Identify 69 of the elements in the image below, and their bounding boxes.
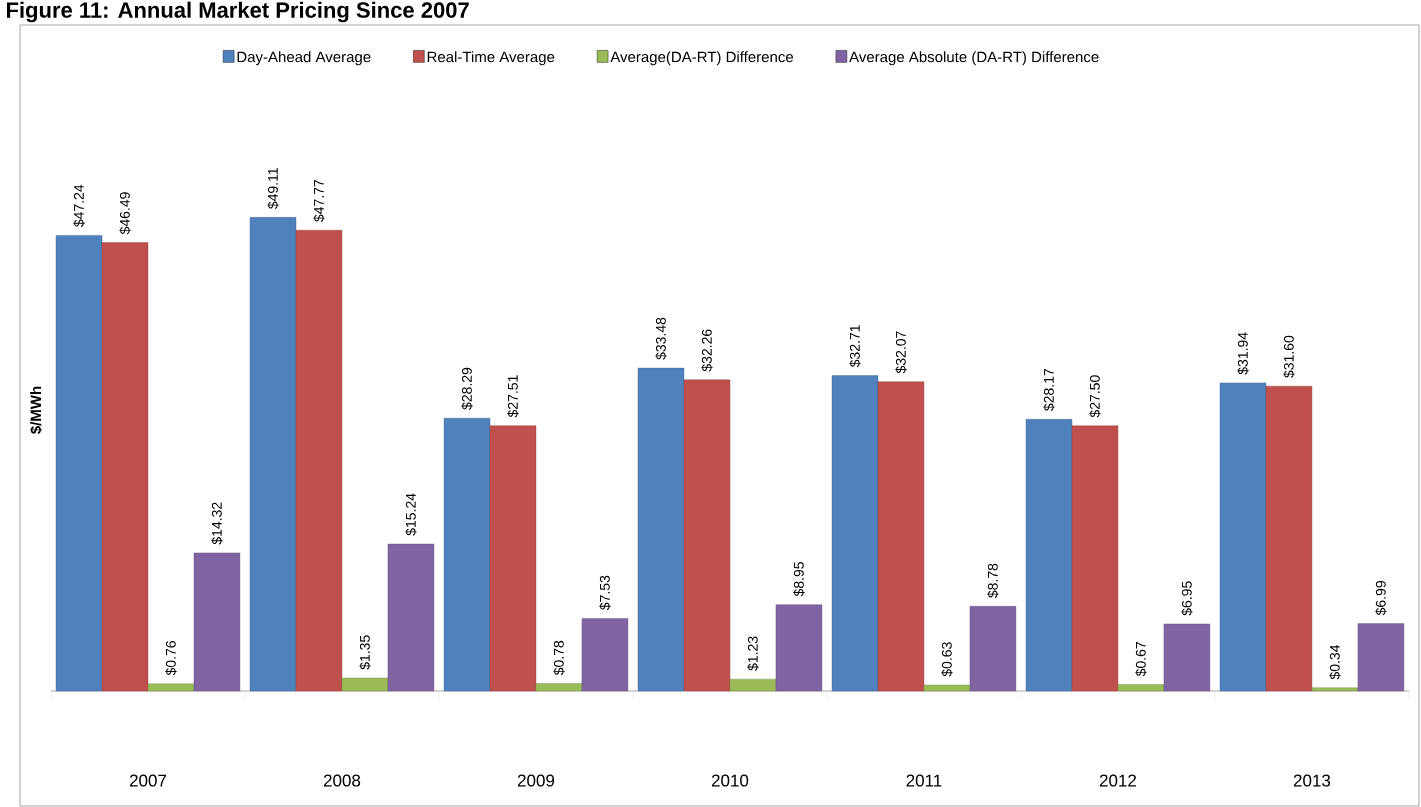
data-label: $46.49: [119, 192, 131, 235]
bar: [1219, 382, 1267, 692]
bar: [443, 417, 491, 692]
bar: [1163, 623, 1211, 692]
bar: [341, 677, 389, 692]
legend-label: Average(DA-RT) Difference: [610, 51, 794, 66]
data-label: $27.51: [507, 375, 519, 418]
data-label: $28.29: [461, 367, 473, 410]
data-label: $32.26: [701, 329, 713, 372]
bar: [877, 381, 925, 692]
bar: [101, 242, 149, 692]
bar: [683, 379, 731, 692]
x-tick-label: 2012: [1099, 774, 1136, 787]
bar: [249, 217, 297, 692]
bar: [1265, 386, 1313, 692]
data-label: $14.32: [211, 502, 223, 545]
data-label: $7.53: [599, 575, 611, 611]
data-label: $8.95: [793, 562, 805, 597]
data-label: $15.24: [405, 493, 417, 536]
data-label: $27.50: [1089, 375, 1101, 418]
data-label: $1.23: [747, 636, 759, 671]
data-label: $0.67: [1135, 642, 1147, 677]
bar: [775, 604, 823, 692]
x-tick-label: 2007: [129, 774, 167, 787]
bar: [489, 425, 537, 692]
data-label: $32.07: [895, 331, 907, 374]
bar: [923, 684, 971, 692]
data-label: $0.76: [165, 641, 177, 676]
data-label: $28.17: [1043, 369, 1055, 411]
data-label: $47.77: [313, 179, 325, 222]
y-axis-title: $/MWh: [29, 386, 43, 434]
legend-label: Average Absolute (DA-RT) Difference: [849, 51, 1099, 66]
x-tick-label: 2010: [711, 774, 749, 787]
legend-label: Day-Ahead Average: [237, 51, 371, 66]
bar: [55, 235, 103, 692]
data-label: $31.94: [1237, 332, 1249, 375]
bar: [1311, 687, 1359, 692]
bar: [1357, 623, 1405, 692]
data-label: $0.78: [553, 640, 565, 676]
bar: [831, 375, 879, 692]
data-label: $6.99: [1375, 581, 1387, 616]
chart-title: Figure 11: Annual Market Pricing Since 2007: [6, 1, 469, 23]
data-label: $47.24: [73, 184, 85, 228]
data-label: $49.11: [267, 168, 279, 209]
x-tick-label: 2013: [1293, 774, 1331, 787]
data-label: $33.48: [655, 317, 667, 360]
x-tick-label: 2011: [906, 774, 942, 787]
legend-label: Real-Time Average: [427, 51, 555, 66]
bar: [1117, 684, 1165, 692]
data-label: $31.60: [1283, 335, 1295, 378]
bar: [1071, 425, 1119, 692]
bar: [387, 543, 435, 692]
bar: [295, 230, 343, 692]
bar: [969, 606, 1017, 692]
bar: [147, 683, 195, 692]
bar: [729, 678, 777, 692]
bar: [637, 367, 685, 692]
bar: [581, 618, 629, 692]
data-label: $32.71: [849, 325, 861, 368]
data-label: $0.34: [1329, 644, 1341, 680]
data-label: $1.35: [359, 635, 371, 670]
data-label: $6.95: [1181, 581, 1193, 616]
bar: [193, 552, 241, 692]
data-label: $8.78: [987, 563, 999, 598]
bar: [1025, 419, 1073, 692]
data-label: $0.63: [941, 642, 953, 677]
x-tick-label: 2008: [323, 774, 361, 787]
x-tick-label: 2009: [517, 774, 555, 787]
bar: [535, 683, 583, 692]
